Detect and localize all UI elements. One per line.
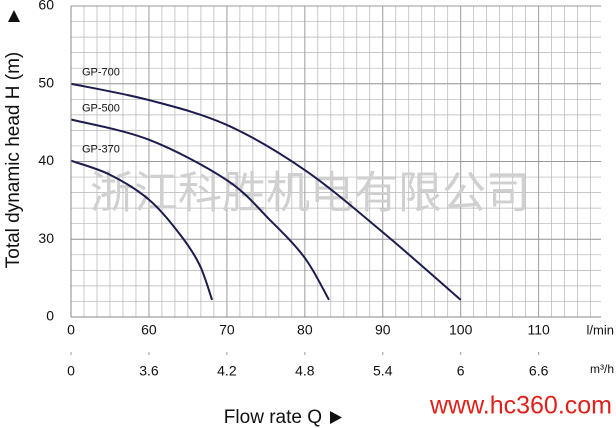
x-tick-label: 100 [449, 322, 473, 338]
series-label: GP-500 [82, 102, 120, 114]
x2-tick-label: 4.2 [217, 363, 237, 379]
watermark: 浙江科胜机电有限公司 [90, 169, 530, 218]
x-unit: l/min [587, 322, 614, 337]
x-tick-label: 0 [67, 322, 75, 338]
series-line [70, 118, 330, 301]
series-line [70, 82, 462, 301]
y-tick-label: 30 [38, 230, 54, 246]
y-axis-title: Total dynamic head H (m) [3, 52, 24, 268]
x-tick-label: 80 [297, 322, 313, 338]
x2-tick-label: 4.8 [295, 363, 315, 379]
y-tick-label: 50 [38, 74, 54, 90]
x-arrow [330, 411, 342, 424]
x-axis-title: Flow rate Q [224, 407, 322, 428]
y-tick-label: 0 [46, 308, 54, 324]
x-tick-label: 110 [527, 322, 550, 338]
series-line [70, 159, 214, 301]
x-tick-label: 70 [219, 322, 235, 338]
y-tick-label: 40 [38, 152, 54, 168]
x2-tick-label: 6 [457, 363, 465, 379]
site-watermark: www.hc360.com [429, 392, 612, 420]
grid [70, 5, 601, 318]
x2-tick-label: 0 [67, 363, 75, 379]
plot: GP-700 GP-500 GP-370 [70, 67, 462, 301]
x-tick-label: 60 [141, 322, 157, 338]
x2-tick-label: 5.4 [373, 363, 393, 379]
x2-tick-label: 6.6 [529, 363, 549, 379]
series-label: GP-700 [82, 67, 120, 79]
y-arrow [8, 10, 20, 22]
x-tick-label: 90 [375, 322, 391, 338]
x2-unit: m³/h [590, 362, 614, 376]
series-label: GP-370 [82, 144, 120, 156]
y-tick-label: 60 [38, 0, 54, 13]
x2-tick-label: 3.6 [139, 363, 159, 379]
